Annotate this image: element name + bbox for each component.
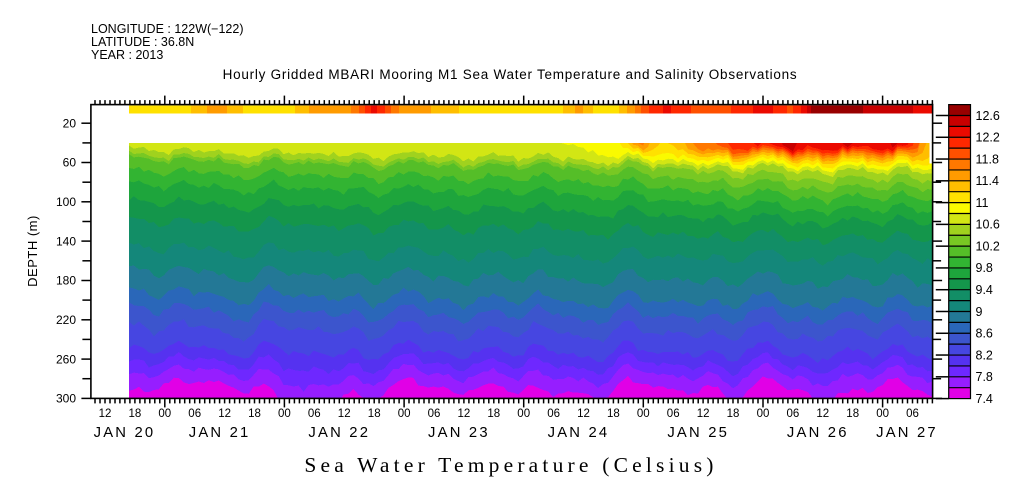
svg-text:18: 18: [607, 408, 620, 420]
svg-text:00: 00: [158, 408, 171, 420]
svg-text:60: 60: [63, 156, 77, 170]
svg-text:06: 06: [906, 408, 919, 420]
svg-text:YEAR : 2013: YEAR : 2013: [91, 48, 163, 62]
svg-text:12: 12: [697, 408, 710, 420]
svg-text:JAN 25: JAN 25: [667, 425, 729, 441]
svg-text:JAN 23: JAN 23: [428, 425, 490, 441]
svg-text:00: 00: [757, 408, 770, 420]
svg-text:18: 18: [368, 408, 381, 420]
svg-text:00: 00: [637, 408, 650, 420]
svg-text:00: 00: [398, 408, 411, 420]
svg-text:220: 220: [56, 313, 76, 327]
svg-text:9: 9: [976, 305, 983, 319]
svg-text:18: 18: [846, 408, 859, 420]
svg-text:18: 18: [487, 408, 500, 420]
svg-text:06: 06: [787, 408, 800, 420]
svg-text:12: 12: [816, 408, 829, 420]
svg-text:LATITUDE : 36.8N: LATITUDE : 36.8N: [91, 35, 194, 49]
svg-text:11.8: 11.8: [976, 152, 999, 166]
svg-text:8.2: 8.2: [976, 348, 993, 362]
svg-text:06: 06: [547, 408, 560, 420]
svg-text:100: 100: [56, 195, 76, 209]
svg-text:JAN 24: JAN 24: [548, 425, 610, 441]
svg-text:12: 12: [218, 408, 231, 420]
svg-text:00: 00: [876, 408, 889, 420]
svg-text:12.6: 12.6: [976, 109, 1000, 123]
svg-text:260: 260: [56, 352, 76, 366]
svg-text:12: 12: [577, 408, 590, 420]
svg-text:DEPTH (m): DEPTH (m): [25, 215, 40, 287]
svg-text:18: 18: [129, 408, 142, 420]
svg-text:18: 18: [727, 408, 740, 420]
svg-text:7.4: 7.4: [976, 392, 993, 406]
svg-text:12.2: 12.2: [976, 131, 1000, 145]
svg-text:12: 12: [99, 408, 112, 420]
svg-text:8.6: 8.6: [976, 327, 993, 341]
svg-text:11: 11: [976, 196, 989, 210]
svg-text:10.6: 10.6: [976, 218, 1000, 232]
svg-text:00: 00: [517, 408, 530, 420]
svg-text:JAN 27: JAN 27: [876, 425, 938, 441]
svg-text:18: 18: [248, 408, 261, 420]
svg-text:20: 20: [63, 116, 77, 130]
svg-text:9.8: 9.8: [976, 261, 993, 275]
svg-text:LONGITUDE : 122W(−122): LONGITUDE : 122W(−122): [91, 22, 243, 36]
svg-text:9.4: 9.4: [976, 283, 993, 297]
svg-text:300: 300: [56, 392, 76, 406]
svg-text:140: 140: [56, 234, 76, 248]
svg-text:10.2: 10.2: [976, 239, 1000, 253]
svg-text:06: 06: [428, 408, 441, 420]
svg-text:00: 00: [278, 408, 291, 420]
svg-text:Sea Water Temperature (Celsius: Sea Water Temperature (Celsius): [304, 453, 717, 477]
svg-text:06: 06: [188, 408, 201, 420]
svg-text:06: 06: [308, 408, 321, 420]
svg-text:12: 12: [458, 408, 471, 420]
svg-text:JAN 26: JAN 26: [787, 425, 849, 441]
svg-text:11.4: 11.4: [976, 174, 999, 188]
svg-text:JAN 20: JAN 20: [94, 425, 156, 441]
svg-text:12: 12: [338, 408, 351, 420]
svg-text:180: 180: [56, 274, 76, 288]
svg-text:JAN 22: JAN 22: [308, 425, 370, 441]
svg-text:JAN 21: JAN 21: [189, 425, 251, 441]
svg-text:06: 06: [667, 408, 680, 420]
svg-text:Hourly Gridded MBARI Mooring M: Hourly Gridded MBARI Mooring M1 Sea Wate…: [223, 67, 798, 82]
svg-text:7.8: 7.8: [976, 370, 993, 384]
